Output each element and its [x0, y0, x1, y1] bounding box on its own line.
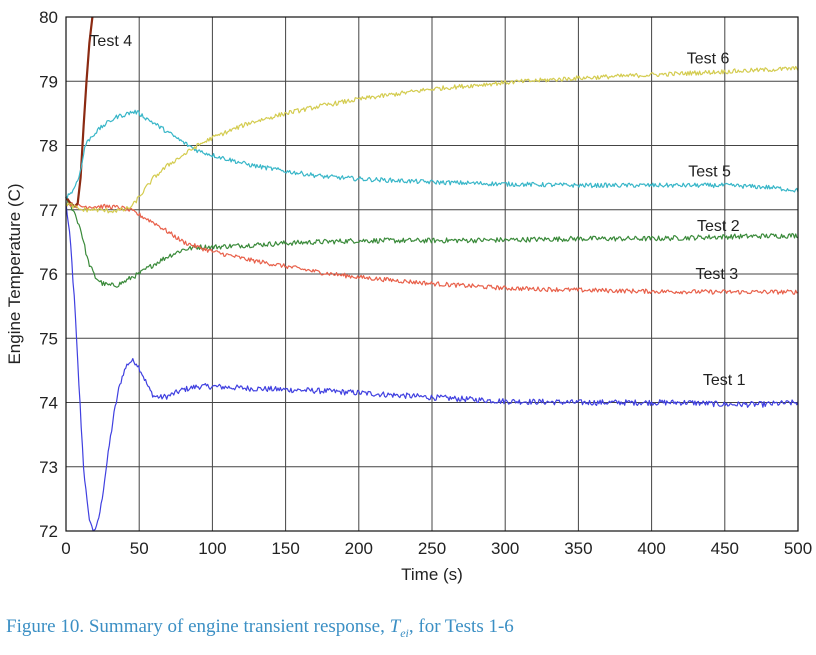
series-line-test-1 — [65, 202, 799, 531]
x-tick-label: 300 — [491, 539, 519, 558]
caption-prefix: Figure 10. Summary of engine transient r… — [6, 616, 390, 637]
x-tick-label: 100 — [198, 539, 226, 558]
plot-frame — [65, 16, 799, 532]
series-label-test-6: Test 6 — [687, 50, 730, 67]
y-tick-label: 78 — [39, 137, 58, 156]
x-tick-label: 50 — [130, 539, 149, 558]
y-tick-label: 72 — [39, 522, 58, 541]
series-line-test-3 — [65, 202, 799, 295]
x-tick-labels: 0 50 100 150 200 250 300 350 400 450 500 — [61, 539, 812, 558]
caption-subscript: ei — [400, 625, 409, 640]
series-label-test-3: Test 3 — [696, 266, 739, 283]
caption-symbol: T — [389, 616, 401, 637]
y-tick-label: 73 — [39, 458, 58, 477]
series-lines — [65, 16, 799, 531]
series-line-test-6 — [65, 65, 799, 214]
series-line-test-5 — [65, 109, 799, 199]
series-label-test-2: Test 2 — [697, 218, 740, 235]
x-tick-label: 350 — [564, 539, 592, 558]
x-tick-label: 0 — [61, 539, 70, 558]
y-tick-label: 74 — [39, 394, 58, 413]
x-tick-label: 450 — [711, 539, 739, 558]
x-tick-label: 200 — [345, 539, 373, 558]
y-tick-labels: 72 73 74 75 76 77 78 79 80 — [39, 8, 58, 541]
y-tick-label: 80 — [39, 8, 58, 27]
series-line-test-2 — [65, 197, 799, 288]
series-label-test-4: Test 4 — [89, 33, 132, 50]
x-axis-title: Time (s) — [401, 565, 463, 584]
series-labels: Test 4 Test 6 Test 5 Test 2 Test 3 Test 1 — [89, 33, 745, 389]
caption-suffix: , for Tests 1-6 — [408, 616, 514, 637]
y-tick-label: 77 — [39, 201, 58, 220]
x-tick-label: 250 — [418, 539, 446, 558]
x-tick-label: 500 — [784, 539, 812, 558]
series-label-test-1: Test 1 — [703, 372, 746, 389]
x-tick-label: 400 — [637, 539, 665, 558]
y-tick-label: 79 — [39, 72, 58, 91]
x-tick-label: 150 — [271, 539, 299, 558]
chart: 0 50 100 150 200 250 300 350 400 450 500 727374757… — [5, 8, 812, 584]
grid-lines — [65, 16, 799, 532]
figure-caption: Figure 10. Summary of engine transient r… — [6, 616, 514, 641]
y-tick-label: 75 — [39, 329, 58, 348]
series-label-test-5: Test 5 — [688, 163, 731, 180]
y-axis-title: Engine Temperature (C) — [5, 183, 24, 364]
y-tick-label: 76 — [39, 265, 58, 284]
